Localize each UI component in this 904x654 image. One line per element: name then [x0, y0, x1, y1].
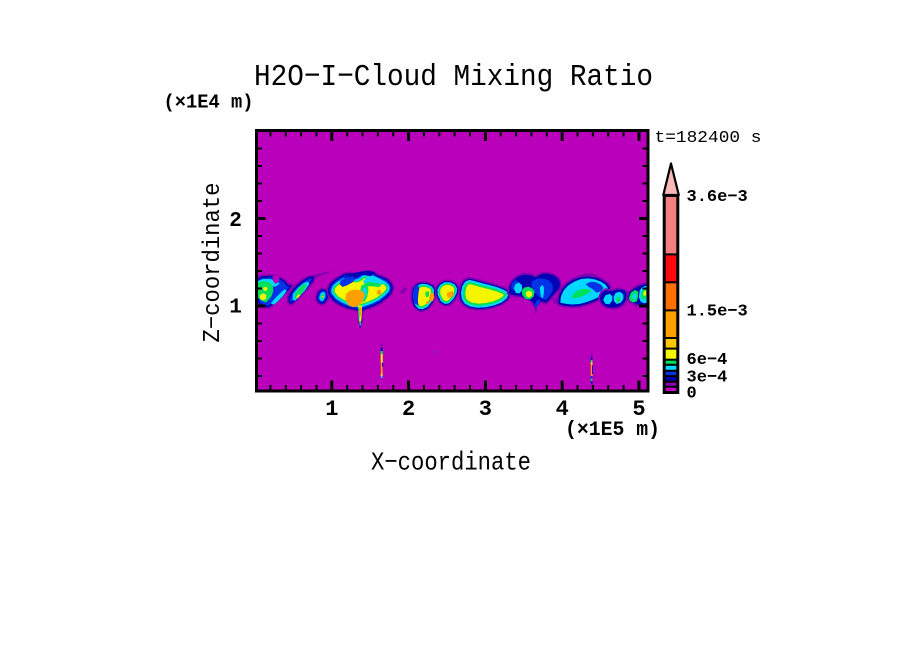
svg-text:0: 0 — [687, 384, 697, 403]
svg-text:5: 5 — [632, 397, 645, 422]
svg-text:(×1E5 m): (×1E5 m) — [565, 419, 660, 442]
svg-text:3: 3 — [479, 397, 492, 422]
svg-text:1.5e−3: 1.5e−3 — [687, 303, 748, 322]
svg-text:t=182400 s: t=182400 s — [655, 129, 762, 148]
svg-text:X−coordinate: X−coordinate — [371, 448, 531, 478]
svg-text:2: 2 — [402, 397, 415, 422]
svg-text:H2O−I−Cloud Mixing Ratio: H2O−I−Cloud Mixing Ratio — [254, 60, 653, 95]
svg-text:6e−4: 6e−4 — [687, 351, 728, 370]
svg-text:1: 1 — [229, 297, 242, 320]
svg-text:4: 4 — [556, 397, 569, 422]
svg-text:(×1E4 m): (×1E4 m) — [164, 92, 254, 114]
svg-text:2: 2 — [229, 210, 242, 233]
svg-text:Z−coordinate: Z−coordinate — [200, 183, 227, 343]
svg-text:1: 1 — [325, 397, 338, 422]
svg-text:3e−4: 3e−4 — [687, 368, 728, 387]
svg-text:3.6e−3: 3.6e−3 — [687, 188, 748, 207]
